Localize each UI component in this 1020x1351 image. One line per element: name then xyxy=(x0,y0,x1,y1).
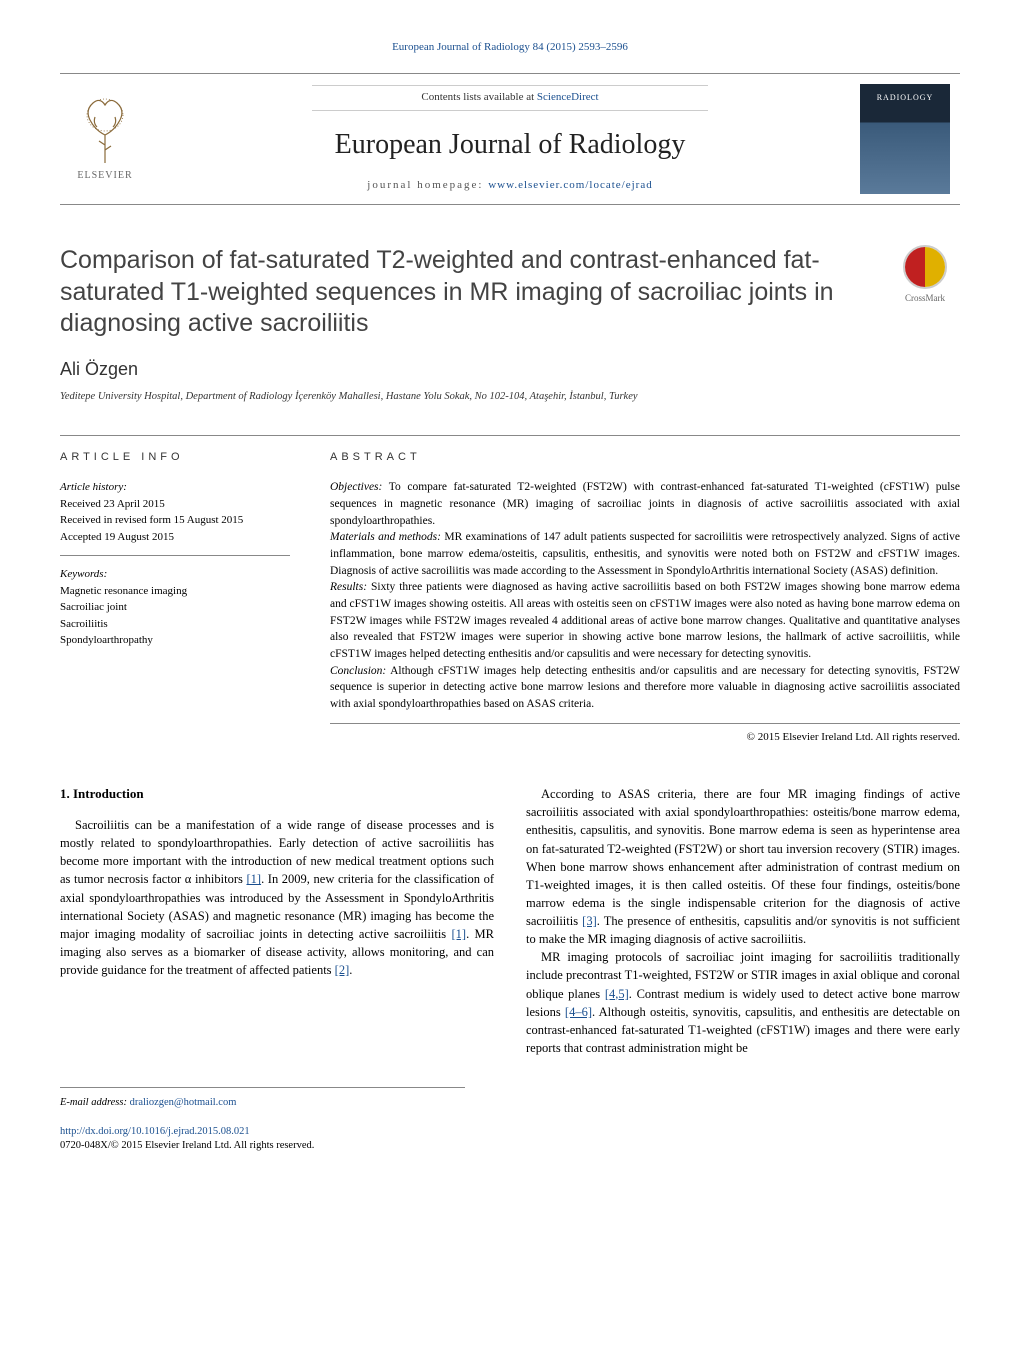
sciencedirect-link[interactable]: ScienceDirect xyxy=(537,91,599,103)
journal-name: European Journal of Radiology xyxy=(180,125,840,164)
contents-available-line: Contents lists available at ScienceDirec… xyxy=(312,85,708,110)
body-paragraph: According to ASAS criteria, there are fo… xyxy=(526,785,960,948)
body-paragraph: MR imaging protocols of sacroiliac joint… xyxy=(526,948,960,1057)
body-text: . Although osteitis, synovitis, capsulit… xyxy=(526,1005,960,1055)
author-name: Ali Özgen xyxy=(60,357,960,382)
abstract-label: ABSTRACT xyxy=(330,450,960,465)
journal-homepage-line: journal homepage: www.elsevier.com/locat… xyxy=(180,178,840,193)
homepage-prefix: journal homepage: xyxy=(367,179,488,191)
abstract-objectives: To compare fat-saturated T2-weighted (FS… xyxy=(330,481,960,526)
elsevier-wordmark: ELSEVIER xyxy=(77,169,132,183)
running-head: European Journal of Radiology 84 (2015) … xyxy=(60,40,960,55)
correspondence-footer: E-mail address: draliozgen@hotmail.com xyxy=(60,1087,465,1111)
email-label: E-mail address: xyxy=(60,1097,130,1108)
cover-label: RADIOLOGY xyxy=(877,92,934,103)
body-column-right: According to ASAS criteria, there are fo… xyxy=(526,785,960,1057)
contents-prefix: Contents lists available at xyxy=(421,91,536,103)
keywords-header: Keywords: xyxy=(60,566,290,583)
author-affiliation: Yeditepe University Hospital, Department… xyxy=(60,390,960,405)
crossmark-label: CrossMark xyxy=(905,292,945,305)
citation-ref-4-6[interactable]: [4–6] xyxy=(565,1005,592,1019)
history-received: Received 23 April 2015 xyxy=(60,496,290,513)
doi-link[interactable]: http://dx.doi.org/10.1016/j.ejrad.2015.0… xyxy=(60,1126,250,1137)
abstract-results: Sixty three patients were diagnosed as h… xyxy=(330,581,960,660)
journal-cover-thumbnail[interactable]: RADIOLOGY xyxy=(860,84,950,194)
abstract-column: ABSTRACT Objectives: To compare fat-satu… xyxy=(330,435,960,745)
abstract-copyright: © 2015 Elsevier Ireland Ltd. All rights … xyxy=(330,723,960,745)
keyword-item: Magnetic resonance imaging xyxy=(60,583,290,600)
article-title: Comparison of fat-saturated T2-weighted … xyxy=(60,245,870,339)
history-accepted: Accepted 19 August 2015 xyxy=(60,529,290,546)
citation-ref-4-5[interactable]: [4,5] xyxy=(605,987,629,1001)
abstract-text: Objectives: To compare fat-saturated T2-… xyxy=(330,479,960,712)
abstract-conclusion: Although cFST1W images help detecting en… xyxy=(330,665,960,710)
abstract-conclusion-hdr: Conclusion: xyxy=(330,665,386,677)
keyword-item: Sacroiliac joint xyxy=(60,599,290,616)
abstract-results-hdr: Results: xyxy=(330,581,367,593)
history-header: Article history: xyxy=(60,479,290,496)
citation-ref-2[interactable]: [2] xyxy=(335,963,350,977)
elsevier-logo[interactable]: ELSEVIER xyxy=(60,89,150,189)
body-text: . xyxy=(349,963,352,977)
body-paragraph: Sacroiliitis can be a manifestation of a… xyxy=(60,816,494,979)
body-column-left: 1. Introduction Sacroiliitis can be a ma… xyxy=(60,785,494,1057)
elsevier-tree-icon xyxy=(75,95,135,165)
masthead: ELSEVIER Contents lists available at Sci… xyxy=(60,73,960,205)
section-heading-introduction: 1. Introduction xyxy=(60,785,494,804)
journal-cover-block: RADIOLOGY xyxy=(860,84,960,194)
publisher-logo-block: ELSEVIER xyxy=(60,89,160,189)
keyword-item: Sacroiliitis xyxy=(60,616,290,633)
article-history-block: Article history: Received 23 April 2015 … xyxy=(60,479,290,556)
crossmark-badge[interactable]: CrossMark xyxy=(890,245,960,305)
doi-block: http://dx.doi.org/10.1016/j.ejrad.2015.0… xyxy=(60,1125,960,1154)
keyword-item: Spondyloarthropathy xyxy=(60,632,290,649)
article-info-column: ARTICLE INFO Article history: Received 2… xyxy=(60,436,290,745)
journal-homepage-link[interactable]: www.elsevier.com/locate/ejrad xyxy=(488,179,653,191)
body-two-column: 1. Introduction Sacroiliitis can be a ma… xyxy=(60,785,960,1057)
citation-ref-1[interactable]: [1] xyxy=(246,872,261,886)
citation-ref-3[interactable]: [3] xyxy=(582,914,597,928)
abstract-methods-hdr: Materials and methods: xyxy=(330,531,441,543)
article-info-label: ARTICLE INFO xyxy=(60,450,290,465)
history-revised: Received in revised form 15 August 2015 xyxy=(60,512,290,529)
keywords-block: Keywords: Magnetic resonance imaging Sac… xyxy=(60,566,290,659)
crossmark-icon xyxy=(903,245,947,289)
abstract-objectives-hdr: Objectives: xyxy=(330,481,382,493)
running-head-citation[interactable]: European Journal of Radiology 84 (2015) … xyxy=(392,41,628,53)
citation-ref-1b[interactable]: [1] xyxy=(452,927,467,941)
author-email-link[interactable]: draliozgen@hotmail.com xyxy=(130,1097,237,1108)
issn-copyright-line: 0720-048X/© 2015 Elsevier Ireland Ltd. A… xyxy=(60,1140,314,1151)
body-text: According to ASAS criteria, there are fo… xyxy=(526,787,960,928)
